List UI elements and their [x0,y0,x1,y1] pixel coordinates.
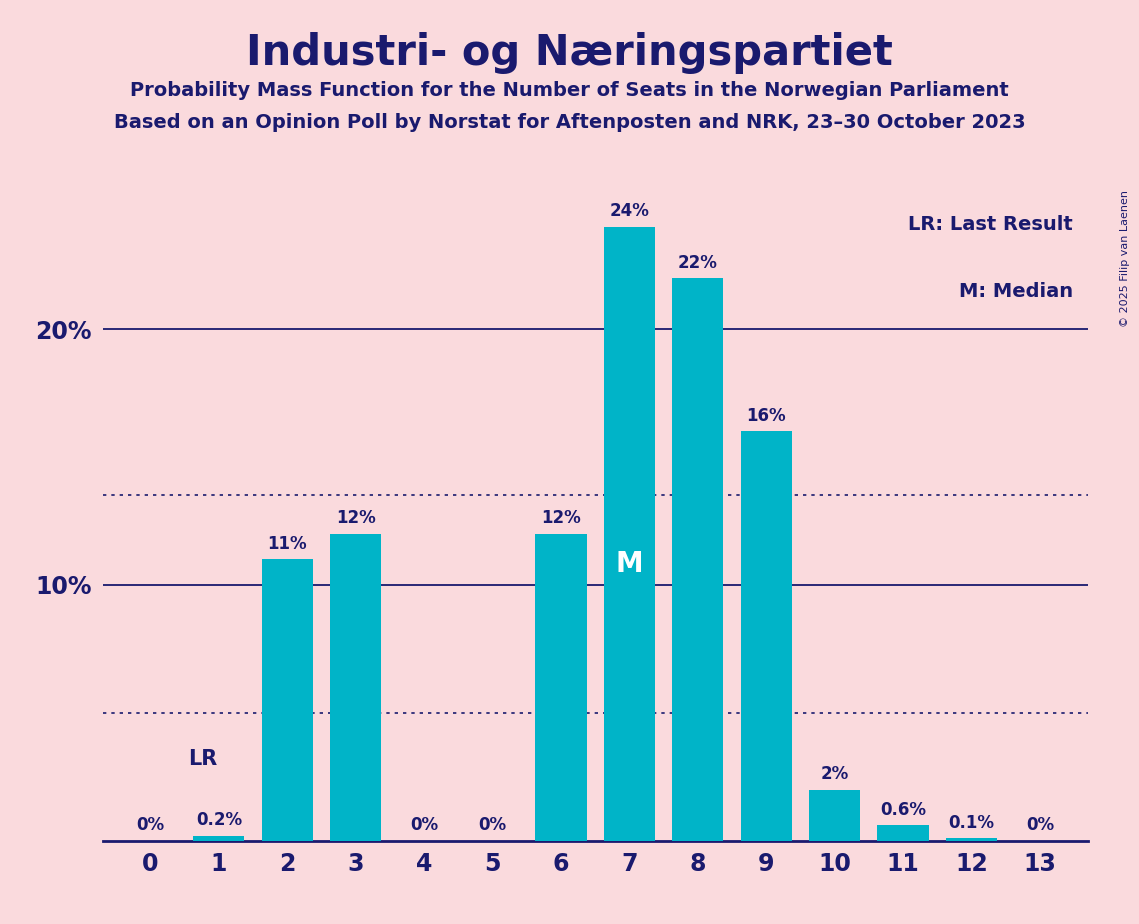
Text: 12%: 12% [336,509,376,528]
Text: Based on an Opinion Poll by Norstat for Aftenposten and NRK, 23–30 October 2023: Based on an Opinion Poll by Norstat for … [114,113,1025,132]
Bar [740,432,792,841]
Text: 24%: 24% [609,202,649,220]
Bar [604,226,655,841]
Text: M: Median: M: Median [959,282,1073,301]
Bar [194,835,245,841]
Text: M: M [615,551,644,578]
Text: 12%: 12% [541,509,581,528]
Bar [330,534,382,841]
Text: © 2025 Filip van Laenen: © 2025 Filip van Laenen [1121,190,1130,327]
Bar [262,559,313,841]
Text: 0%: 0% [1026,817,1054,834]
Text: 0%: 0% [478,817,507,834]
Text: LR: LR [188,749,218,769]
Text: 22%: 22% [678,253,718,272]
Text: LR: Last Result: LR: Last Result [908,215,1073,235]
Text: 0.6%: 0.6% [880,801,926,819]
Text: Probability Mass Function for the Number of Seats in the Norwegian Parliament: Probability Mass Function for the Number… [130,81,1009,101]
Text: 0%: 0% [137,817,164,834]
Text: 11%: 11% [268,535,308,553]
Text: 0.2%: 0.2% [196,811,241,830]
Bar [945,838,997,841]
Text: 0.1%: 0.1% [949,814,994,832]
Bar [877,825,928,841]
Bar [535,534,587,841]
Text: 16%: 16% [746,407,786,425]
Bar [809,790,860,841]
Text: 2%: 2% [820,765,849,784]
Text: Industri- og Næringspartiet: Industri- og Næringspartiet [246,32,893,74]
Bar [672,278,723,841]
Text: 0%: 0% [410,817,439,834]
